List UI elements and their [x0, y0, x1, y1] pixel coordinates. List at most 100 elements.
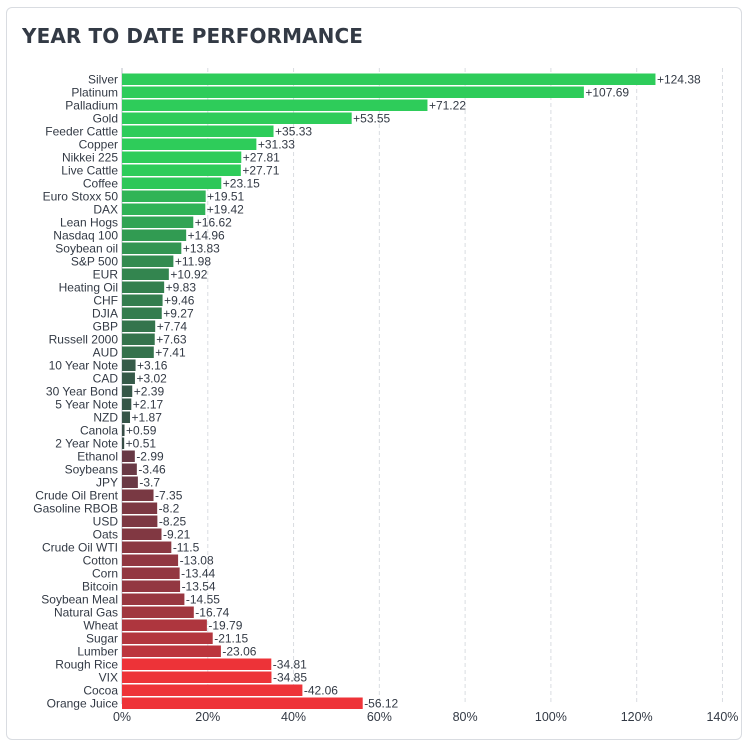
- value-label: -3.7: [139, 476, 160, 490]
- value-label: -7.35: [155, 489, 183, 503]
- bar: [122, 437, 125, 449]
- value-label: -19.79: [208, 619, 242, 633]
- value-label: -21.15: [214, 632, 248, 646]
- value-label: +1.87: [132, 411, 163, 425]
- category-label: CHF: [93, 294, 118, 308]
- category-label: Gasoline RBOB: [33, 502, 118, 516]
- bar: [122, 99, 428, 111]
- category-label: DJIA: [92, 307, 118, 321]
- category-label: Lean Hogs: [60, 216, 118, 230]
- bar: [122, 372, 135, 384]
- value-label: +3.02: [136, 372, 167, 386]
- bar: [122, 476, 138, 488]
- value-label: -11.5: [173, 541, 200, 555]
- value-label: +2.17: [133, 398, 164, 412]
- value-label: -34.85: [273, 671, 307, 685]
- category-label: CAD: [93, 372, 119, 386]
- chart-title: YEAR TO DATE PERFORMANCE: [22, 24, 364, 48]
- value-label: +27.71: [242, 164, 279, 178]
- bar: [122, 463, 137, 475]
- value-label: -13.08: [180, 554, 214, 568]
- category-label: 5 Year Note: [55, 398, 118, 412]
- value-label: +2.39: [134, 385, 165, 399]
- category-label: Coffee: [83, 177, 118, 191]
- bar: [122, 411, 131, 423]
- category-label: Lumber: [77, 645, 118, 659]
- category-label: Corn: [92, 567, 118, 581]
- value-label: -56.12: [364, 697, 398, 711]
- category-label: Live Cattle: [61, 164, 118, 178]
- value-label: +19.51: [207, 190, 244, 204]
- value-label: +16.62: [195, 216, 232, 230]
- bar: [122, 398, 132, 410]
- bar: [122, 502, 158, 514]
- bar: [122, 203, 206, 215]
- value-label: +14.96: [188, 229, 225, 243]
- category-label: Silver: [88, 73, 118, 87]
- category-label: 30 Year Bond: [46, 385, 118, 399]
- x-tick-label: 80%: [453, 710, 478, 724]
- bar: [122, 606, 194, 618]
- bar: [122, 229, 187, 241]
- value-label: -8.25: [159, 515, 187, 529]
- value-label: +13.83: [183, 242, 220, 256]
- x-tick-label: 20%: [195, 710, 220, 724]
- bar: [122, 645, 221, 657]
- x-tick-label: 60%: [367, 710, 392, 724]
- bar: [122, 515, 158, 527]
- bar: [122, 86, 584, 98]
- bar: [122, 619, 207, 631]
- bar: [122, 73, 656, 85]
- category-label: 10 Year Note: [49, 359, 119, 373]
- category-label: Soybean Meal: [41, 593, 118, 607]
- category-label: Soybean oil: [55, 242, 118, 256]
- category-label: JPY: [96, 476, 118, 490]
- value-label: +10.92: [170, 268, 207, 282]
- bar: [122, 697, 363, 709]
- value-label: -9.21: [163, 528, 191, 542]
- value-label: -14.55: [186, 593, 220, 607]
- bar: [122, 554, 179, 566]
- bar: [122, 294, 163, 306]
- value-label: +19.42: [207, 203, 244, 217]
- value-label: -23.06: [222, 645, 256, 659]
- value-label: +3.16: [137, 359, 168, 373]
- value-label: +35.33: [275, 125, 312, 139]
- x-tick-label: 140%: [706, 710, 738, 724]
- value-label: +7.63: [156, 333, 187, 347]
- category-label: Soybeans: [65, 463, 118, 477]
- bar: [122, 242, 182, 254]
- value-label: +53.55: [353, 112, 390, 126]
- category-label: Nikkei 225: [62, 151, 118, 165]
- value-label: +31.33: [258, 138, 295, 152]
- category-label: GBP: [93, 320, 118, 334]
- bar: [122, 528, 162, 540]
- bar: [122, 125, 274, 137]
- bar: [122, 307, 162, 319]
- bar: [122, 424, 125, 436]
- category-label: Wheat: [83, 619, 118, 633]
- bar: [122, 268, 169, 280]
- category-label: 2 Year Note: [55, 437, 118, 451]
- category-label: Gold: [93, 112, 118, 126]
- bar: [122, 489, 154, 501]
- category-label: Platinum: [71, 86, 118, 100]
- bar: [122, 281, 165, 293]
- category-label: NZD: [93, 411, 118, 425]
- category-label: VIX: [99, 671, 118, 685]
- bar: [122, 216, 194, 228]
- category-label: AUD: [93, 346, 119, 360]
- bar: [122, 450, 135, 462]
- category-label: Natural Gas: [54, 606, 118, 620]
- category-label: Oats: [93, 528, 118, 542]
- bar: [122, 333, 155, 345]
- category-label: Palladium: [65, 99, 118, 113]
- value-label: -16.74: [195, 606, 229, 620]
- bar: [122, 632, 213, 644]
- value-label: +11.98: [175, 255, 211, 269]
- bar: [122, 385, 133, 397]
- category-label: Bitcoin: [82, 580, 118, 594]
- category-label: Cotton: [83, 554, 118, 568]
- value-label: -34.81: [273, 658, 307, 672]
